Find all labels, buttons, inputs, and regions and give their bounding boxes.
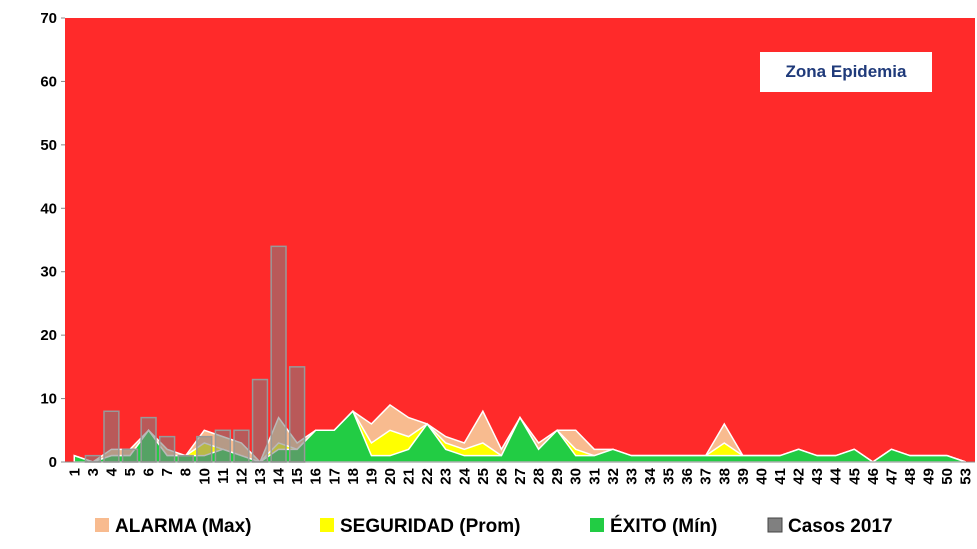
legend-label: Casos 2017 xyxy=(788,516,893,537)
x-tick-label: 3 xyxy=(85,468,102,476)
bar xyxy=(214,429,232,463)
y-tick-label: 40 xyxy=(40,200,57,217)
legend-swatch xyxy=(320,518,334,532)
x-tick-label: 28 xyxy=(531,468,548,485)
bar xyxy=(140,416,157,463)
x-tick-label: 48 xyxy=(902,468,919,485)
x-tick-label: 36 xyxy=(679,468,696,485)
x-tick-label: 22 xyxy=(419,468,436,485)
x-tick-label: 16 xyxy=(308,468,325,485)
x-tick-label: 44 xyxy=(828,467,845,484)
bar xyxy=(84,454,102,463)
x-tick-label: 29 xyxy=(549,468,566,485)
bar xyxy=(288,366,306,463)
x-tick-label: 30 xyxy=(568,468,585,485)
bar xyxy=(196,435,213,463)
x-tick-label: 45 xyxy=(846,468,863,485)
x-tick-label: 23 xyxy=(438,468,455,485)
x-tick-label: 32 xyxy=(605,468,622,485)
x-tick-label: 49 xyxy=(921,468,938,485)
x-tick-label: 37 xyxy=(698,468,715,485)
x-tick-label: 53 xyxy=(958,468,975,485)
annotation: Zona Epidemia xyxy=(786,62,907,81)
legend-swatch xyxy=(590,518,604,532)
x-tick-label: 24 xyxy=(456,467,473,484)
bar xyxy=(177,454,194,463)
y-tick-label: 70 xyxy=(40,10,57,27)
bar xyxy=(270,245,287,463)
x-tick-label: 27 xyxy=(512,468,529,485)
x-tick-label: 33 xyxy=(623,468,640,485)
y-tick-label: 0 xyxy=(49,454,57,471)
bar xyxy=(121,448,139,463)
x-tick-label: 21 xyxy=(401,468,418,485)
x-tick-label: 14 xyxy=(271,467,288,484)
x-tick-label: 15 xyxy=(289,468,306,485)
x-tick-label: 10 xyxy=(196,468,213,485)
y-tick-label: 10 xyxy=(40,391,57,408)
legend-label: SEGURIDAD (Prom) xyxy=(340,516,521,537)
legend-label: ÉXITO (Mín) xyxy=(610,515,717,537)
x-tick-label: 43 xyxy=(809,468,826,485)
x-tick-label: 50 xyxy=(939,468,956,485)
x-tick-label: 20 xyxy=(382,468,399,485)
x-tick-label: 25 xyxy=(475,468,492,485)
x-tick-label: 34 xyxy=(642,467,659,484)
x-tick-label: 5 xyxy=(122,468,139,476)
x-tick-label: 7 xyxy=(159,468,176,476)
y-tick-label: 20 xyxy=(40,327,57,344)
legend-label: ALARMA (Max) xyxy=(115,516,252,537)
x-tick-label: 1 xyxy=(66,468,83,476)
y-tick-label: 30 xyxy=(40,264,57,281)
legend-swatch xyxy=(95,518,109,532)
x-tick-label: 42 xyxy=(791,468,808,485)
bar xyxy=(158,435,176,463)
x-tick-label: 4 xyxy=(103,467,120,476)
x-tick-label: 35 xyxy=(661,468,678,485)
x-tick-label: 18 xyxy=(345,468,362,485)
bar xyxy=(233,429,250,463)
x-tick-label: 17 xyxy=(326,468,343,485)
x-tick-label: 31 xyxy=(586,468,603,485)
x-tick-label: 38 xyxy=(716,468,733,485)
x-tick-label: 19 xyxy=(363,468,380,485)
bar xyxy=(103,410,120,463)
y-tick-label: 50 xyxy=(40,137,57,154)
x-tick-label: 13 xyxy=(252,468,269,485)
bar xyxy=(251,378,269,463)
y-tick-label: 60 xyxy=(40,73,57,90)
x-tick-label: 6 xyxy=(141,468,158,476)
x-tick-label: 46 xyxy=(865,468,882,485)
x-tick-label: 26 xyxy=(493,468,510,485)
x-tick-label: 8 xyxy=(178,468,195,476)
x-tick-label: 41 xyxy=(772,468,789,485)
legend-swatch xyxy=(767,517,783,533)
x-tick-label: 11 xyxy=(215,468,232,484)
x-tick-label: 39 xyxy=(735,468,752,485)
x-tick-label: 47 xyxy=(883,468,900,485)
x-tick-label: 40 xyxy=(753,468,770,485)
x-tick-label: 12 xyxy=(233,468,250,485)
annotation-box xyxy=(760,52,932,92)
